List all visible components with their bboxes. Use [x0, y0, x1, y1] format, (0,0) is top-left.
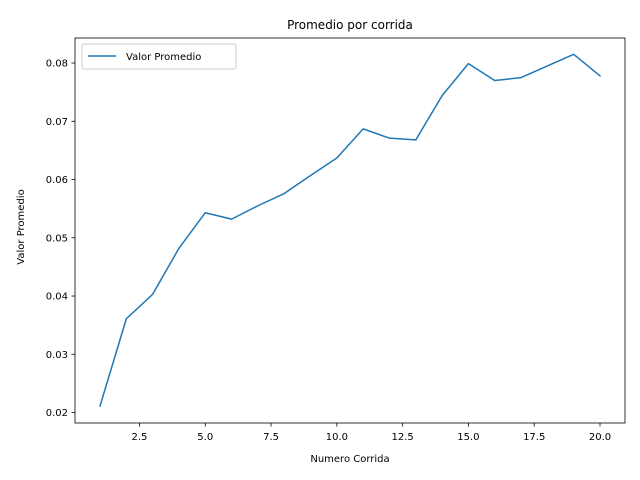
y-axis-label: Valor Promedio [16, 189, 27, 264]
y-tick-label: 0.07 [46, 117, 68, 128]
y-tick-label: 0.04 [46, 292, 68, 303]
x-tick-label: 20.0 [589, 432, 611, 443]
x-tick-label: 2.5 [132, 432, 148, 443]
y-tick-label: 0.08 [46, 59, 68, 70]
legend-entry-label: Valor Promedio [126, 52, 201, 63]
axes-frame [74, 37, 626, 424]
x-tick-label: 10.0 [326, 432, 348, 443]
x-tick-label: 12.5 [391, 432, 413, 443]
y-tick-label: 0.03 [46, 350, 68, 361]
series-line-0 [99, 53, 602, 408]
y-tick-label: 0.06 [46, 175, 68, 186]
y-tick-label: 0.02 [46, 408, 68, 419]
x-axis-label: Numero Corrida [310, 454, 389, 465]
x-tick-label: 7.5 [263, 432, 279, 443]
x-tick-label: 17.5 [523, 432, 545, 443]
plot-area: 2.5 5.0 7.5 10.0 12.5 15.0 17.5 20.0 0.02 0.03 0.0… [46, 37, 626, 443]
legend: Valor Promedio [81, 43, 237, 70]
chart-title: Promedio por corrida [287, 18, 413, 32]
x-tick-label: 15.0 [457, 432, 479, 443]
y-tick-label: 0.05 [46, 233, 68, 244]
legend-frame [81, 43, 237, 70]
x-tick-label: 5.0 [197, 432, 213, 443]
